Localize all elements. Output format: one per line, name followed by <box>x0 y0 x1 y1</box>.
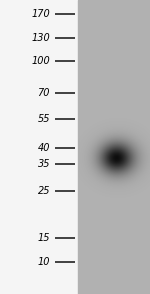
Text: 70: 70 <box>38 88 50 98</box>
Bar <box>0 0 78 294</box>
Text: 170: 170 <box>31 9 50 19</box>
Text: 55: 55 <box>38 114 50 124</box>
Text: 40: 40 <box>38 143 50 153</box>
Text: 35: 35 <box>38 159 50 169</box>
Bar <box>78 0 150 294</box>
Text: 130: 130 <box>31 33 50 43</box>
Text: 15: 15 <box>38 233 50 243</box>
Text: 100: 100 <box>31 56 50 66</box>
Text: 10: 10 <box>38 257 50 267</box>
Text: 25: 25 <box>38 186 50 196</box>
